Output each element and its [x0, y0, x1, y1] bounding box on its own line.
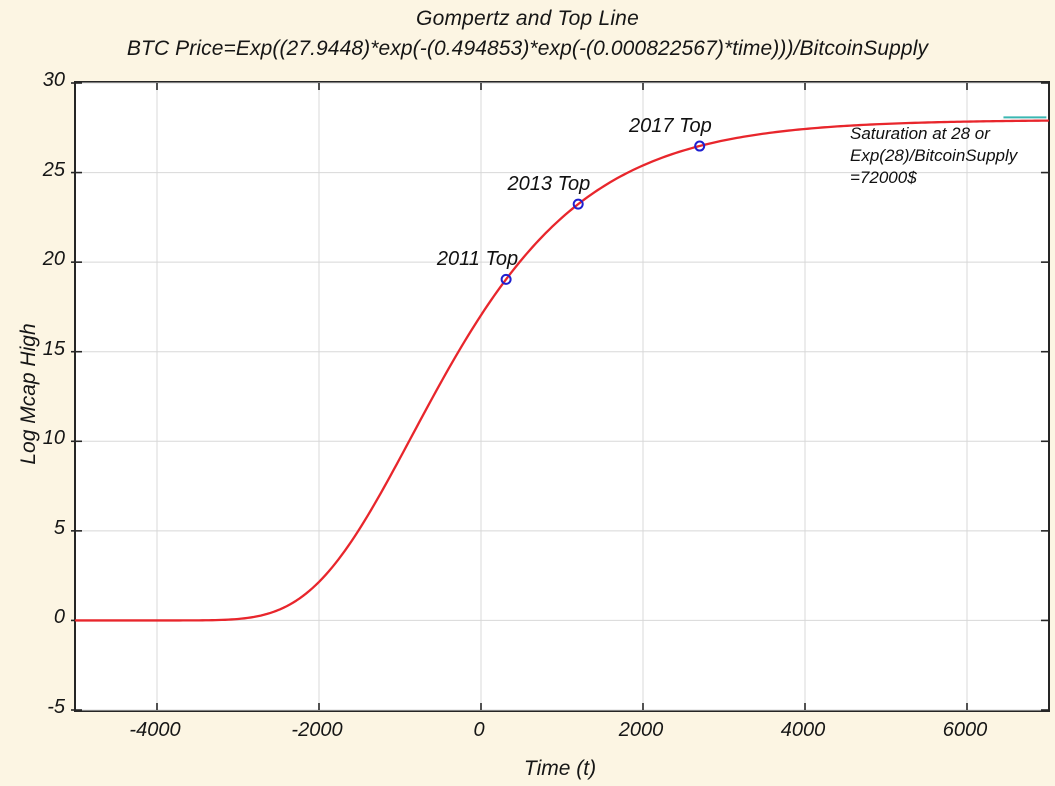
y-tick-label: 25	[42, 158, 65, 181]
x-tick-label: 4000	[780, 719, 826, 741]
y-tick-label: 5	[53, 516, 65, 539]
chart-subtitle-formula: BTC Price=Exp((27.9448)*exp(-(0.494853)*…	[126, 37, 929, 60]
y-tick-label: 15	[42, 337, 65, 360]
x-tick-label: -2000	[291, 719, 343, 741]
x-tick-label: 0	[473, 719, 485, 741]
x-tick-label: -4000	[129, 719, 181, 741]
top-marker	[572, 198, 584, 210]
y-tick-label: 0	[53, 606, 65, 629]
x-tick-label: 6000	[942, 719, 988, 741]
x-axis-title: Time (t)	[523, 757, 597, 780]
top-marker	[694, 140, 706, 152]
y-tick-label: 10	[42, 427, 65, 450]
y-tick-label: 30	[42, 69, 65, 91]
y-tick-label: 20	[42, 248, 65, 271]
saturation-annotation: Saturation at 28 or Exp(28)/BitcoinSuppl…	[850, 124, 1018, 187]
top-marker	[500, 273, 512, 285]
gompertz-curve	[74, 119, 1050, 622]
point-label: 2011 Top	[436, 248, 519, 271]
point-label: 2013 Top	[507, 173, 591, 196]
point-label: 2017 Top	[629, 115, 712, 138]
chart-title: Gompertz and Top Line	[416, 7, 639, 30]
y-tick-label: -5	[47, 696, 65, 718]
x-tick-label: 2000	[618, 719, 664, 741]
chart-canvas	[71, 82, 1050, 711]
plot-area: Saturation at 28 or Exp(28)/BitcoinSuppl…	[71, 81, 1050, 712]
